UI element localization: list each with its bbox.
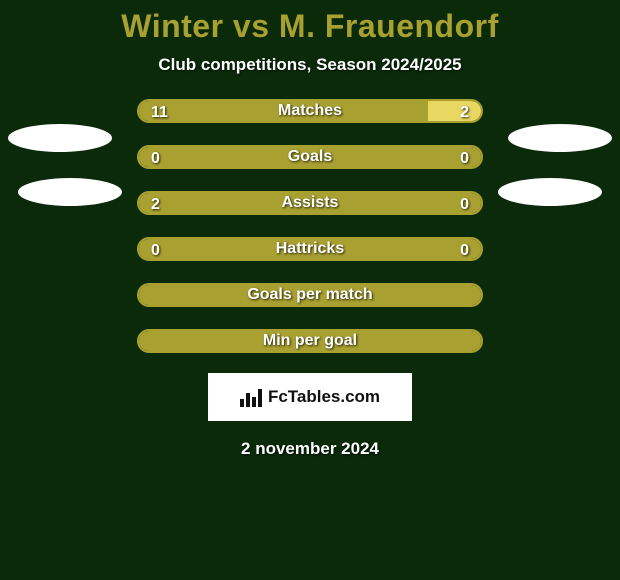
bar-chart-icon — [240, 387, 262, 407]
stat-bar-right — [428, 101, 481, 121]
stat-bar-left — [139, 193, 481, 213]
stat-bar: Goals00 — [137, 145, 483, 169]
stat-bar-left — [139, 331, 481, 351]
stat-row: Goals00 — [0, 145, 620, 169]
stat-bar-left — [139, 147, 481, 167]
stat-row: Matches112 — [0, 99, 620, 123]
stat-bar-left — [139, 101, 428, 121]
date-label: 2 november 2024 — [241, 439, 379, 459]
stat-row: Goals per match — [0, 283, 620, 307]
comparison-card: Winter vs M. Frauendorf Club competition… — [0, 0, 620, 459]
stat-bar: Matches112 — [137, 99, 483, 123]
stat-row: Assists20 — [0, 191, 620, 215]
logo-text: FcTables.com — [268, 387, 380, 407]
stat-bar: Min per goal — [137, 329, 483, 353]
stat-bar-left — [139, 285, 481, 305]
stat-row: Min per goal — [0, 329, 620, 353]
stat-bar: Assists20 — [137, 191, 483, 215]
stat-row: Hattricks00 — [0, 237, 620, 261]
page-subtitle: Club competitions, Season 2024/2025 — [158, 55, 461, 75]
stat-bar-left — [139, 239, 481, 259]
stat-bar: Goals per match — [137, 283, 483, 307]
page-title: Winter vs M. Frauendorf — [121, 8, 498, 45]
fctables-logo[interactable]: FcTables.com — [208, 373, 412, 421]
stat-bar: Hattricks00 — [137, 237, 483, 261]
